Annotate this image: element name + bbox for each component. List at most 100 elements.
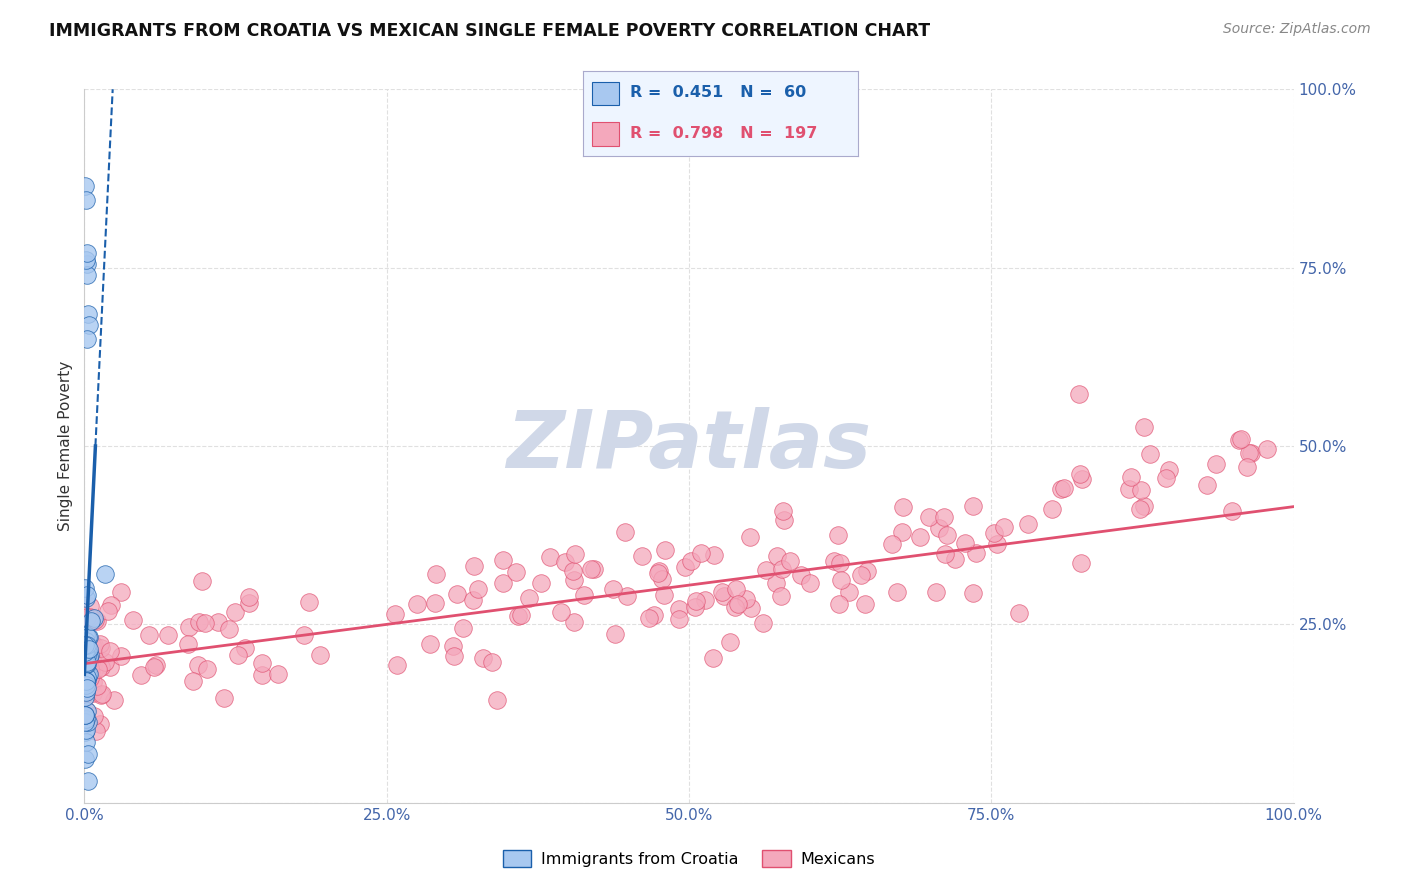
Point <box>75 193 97 207</box>
Point <box>1129 483 1152 497</box>
Point <box>181 673 204 688</box>
Point <box>138 628 160 642</box>
Point <box>631 549 654 563</box>
Point <box>89 637 111 651</box>
Point <box>77 684 100 698</box>
Point <box>77 667 100 681</box>
Point <box>910 531 932 545</box>
Point <box>953 535 976 549</box>
Point <box>75 673 97 688</box>
Point <box>849 568 872 582</box>
Point <box>90 659 112 673</box>
Point <box>530 576 553 591</box>
Point <box>86 724 108 739</box>
Point <box>75 678 97 692</box>
Point <box>176 637 198 651</box>
Point <box>727 597 749 611</box>
Point <box>965 546 987 560</box>
Point <box>98 644 121 658</box>
Point <box>517 591 540 605</box>
Point <box>790 567 813 582</box>
Point <box>643 607 665 622</box>
Point <box>550 605 572 619</box>
Point <box>934 510 956 524</box>
Point <box>1008 606 1031 620</box>
Point <box>962 500 984 514</box>
Point <box>384 607 406 621</box>
Point <box>752 616 775 631</box>
Point <box>718 634 741 648</box>
Point <box>80 653 103 667</box>
Point <box>86 679 108 693</box>
Point <box>1040 502 1063 516</box>
Point <box>770 589 793 603</box>
Point <box>75 628 97 642</box>
Point <box>693 593 716 607</box>
Point <box>461 593 484 607</box>
Point <box>1230 433 1253 447</box>
Point <box>191 574 214 588</box>
Point <box>77 307 100 321</box>
Point <box>179 620 201 634</box>
Point <box>76 657 98 672</box>
Point <box>740 601 762 615</box>
Point <box>827 597 849 611</box>
Point <box>703 549 725 563</box>
Point <box>451 621 474 635</box>
Point <box>891 524 914 539</box>
Point <box>76 667 98 681</box>
Point <box>238 590 260 604</box>
Point <box>76 648 98 663</box>
Point <box>193 616 215 631</box>
Point <box>1067 387 1090 401</box>
Point <box>82 674 104 689</box>
Point <box>856 564 879 578</box>
Point <box>80 664 103 678</box>
Point <box>226 648 249 662</box>
Point <box>75 639 97 653</box>
Point <box>75 735 97 749</box>
Point <box>98 659 121 673</box>
Point <box>75 690 97 704</box>
Point <box>1240 446 1263 460</box>
Point <box>82 638 104 652</box>
Point <box>75 648 97 662</box>
Point <box>73 675 96 690</box>
Point <box>75 666 97 681</box>
Point <box>1157 462 1180 476</box>
Point <box>683 599 706 614</box>
Point <box>828 556 851 570</box>
Point <box>94 567 117 582</box>
Point <box>648 564 671 578</box>
Point <box>419 637 441 651</box>
Point <box>76 332 98 346</box>
Point <box>765 549 787 563</box>
Point <box>79 599 101 613</box>
Point <box>823 554 845 568</box>
Point <box>1229 433 1251 447</box>
Point <box>73 707 96 722</box>
Point <box>425 596 447 610</box>
Point <box>943 552 966 566</box>
Point <box>83 709 105 723</box>
Point <box>292 628 315 642</box>
Point <box>233 641 256 656</box>
Point <box>1237 446 1260 460</box>
Point <box>652 588 675 602</box>
Point <box>76 673 98 688</box>
Point <box>1052 481 1074 495</box>
Point <box>75 712 97 726</box>
Point <box>82 686 104 700</box>
Point <box>75 654 97 668</box>
Point <box>77 641 100 656</box>
Point <box>647 566 669 580</box>
Point <box>93 655 115 669</box>
Point <box>443 648 465 663</box>
Point <box>1071 472 1094 486</box>
Point <box>882 537 904 551</box>
Point <box>581 561 603 575</box>
Point <box>79 671 101 685</box>
Point <box>75 723 97 738</box>
Point <box>75 591 97 605</box>
Point <box>75 178 97 193</box>
